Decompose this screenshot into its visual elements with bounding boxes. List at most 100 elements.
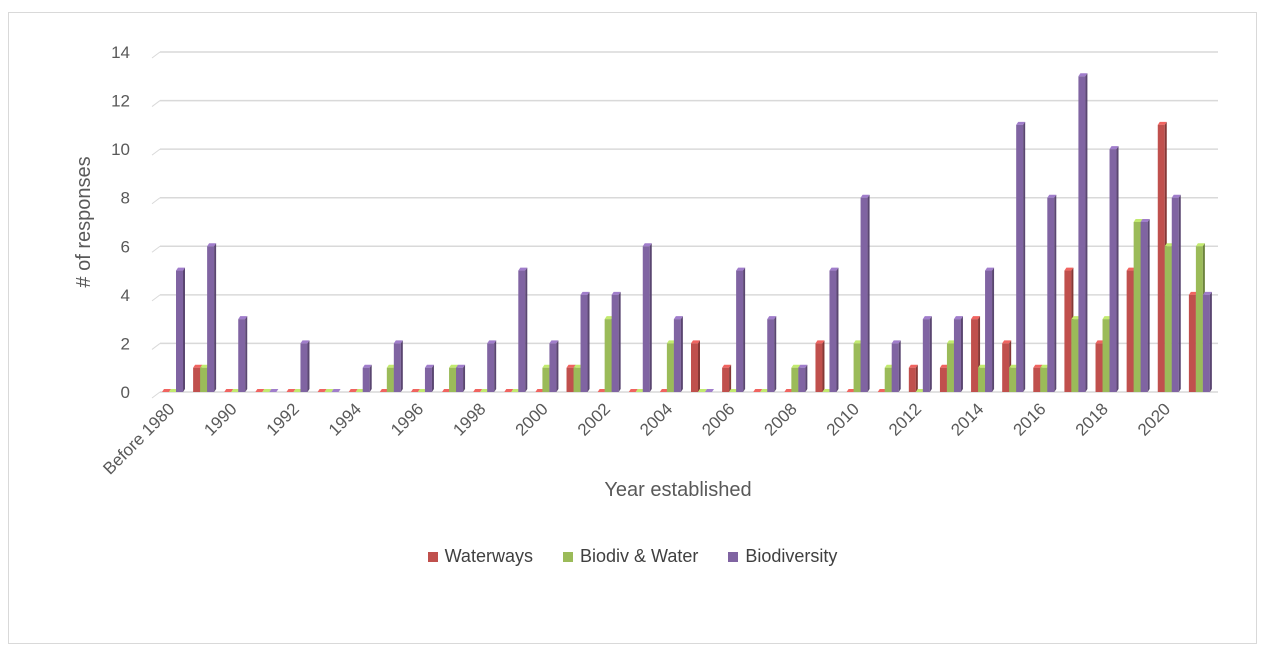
bar-front: [1195, 246, 1203, 392]
bar-front: [1047, 197, 1055, 392]
bar-side: [898, 340, 901, 392]
bar-top: [324, 389, 334, 392]
bar-top: [169, 389, 178, 392]
bar-top: [860, 194, 870, 198]
bar-front: [691, 343, 698, 392]
bar-top: [473, 389, 483, 392]
bar: [549, 340, 559, 392]
x-tick-label: 2014: [947, 399, 987, 439]
bar: [1171, 194, 1181, 392]
x-tick-label: 2004: [636, 399, 676, 439]
bar: [611, 291, 621, 392]
bar-front: [767, 319, 775, 392]
bar-front: [193, 367, 201, 392]
bar-front: [386, 367, 394, 392]
bar-top: [628, 389, 638, 392]
bar-front: [1140, 222, 1148, 392]
bar-front: [1157, 124, 1165, 392]
gridline-depth: [151, 148, 161, 156]
bar-front: [566, 367, 574, 392]
bar: [628, 389, 638, 392]
bar-top: [162, 389, 171, 392]
bar: [238, 316, 248, 392]
bar-top: [666, 340, 676, 344]
bar: [231, 389, 241, 392]
bar: [673, 316, 683, 392]
bar-side: [183, 267, 185, 392]
bar-top: [417, 389, 427, 392]
bar-top: [511, 389, 521, 392]
bar: [255, 389, 265, 392]
bar-front: [1040, 367, 1048, 392]
bar-top: [1202, 291, 1212, 295]
y-tick-label: 0: [121, 383, 130, 402]
bar-top: [549, 340, 559, 344]
bar-top: [424, 364, 434, 368]
bar-top: [1009, 364, 1019, 368]
bar: [922, 316, 932, 392]
y-tick-label: 6: [121, 237, 130, 256]
legend-label: Biodiversity: [745, 546, 838, 566]
bar-top: [1164, 243, 1174, 247]
bar-top: [922, 316, 932, 320]
y-tick-label: 10: [111, 140, 130, 159]
bar-top: [1047, 194, 1057, 198]
gridline-depth: [151, 343, 161, 350]
bar-top: [231, 389, 241, 392]
bar-side: [1147, 219, 1150, 392]
bar-front: [791, 367, 799, 392]
bar-front: [1164, 246, 1172, 392]
bar-front: [611, 294, 619, 392]
bar: [324, 389, 334, 392]
bar-top: [535, 389, 545, 392]
bar-front: [1202, 294, 1210, 392]
bar: [822, 389, 832, 392]
bar-front: [393, 343, 401, 392]
bar-top: [853, 340, 863, 344]
bar-front: [300, 343, 308, 392]
bar: [207, 243, 217, 392]
bar-front: [642, 246, 650, 392]
bar-top: [200, 364, 210, 368]
x-tick-label: 1994: [325, 399, 365, 439]
y-tick-label: 2: [121, 334, 130, 353]
bar-top: [487, 340, 497, 344]
bar-front: [1016, 124, 1024, 392]
bar-side: [587, 291, 590, 392]
legend-label: Waterways: [444, 546, 533, 566]
y-tick-labels: 0 2 4 6 8 10 12 14: [111, 43, 130, 402]
bar-side: [836, 267, 839, 392]
x-tick-label: 2010: [823, 399, 863, 439]
bar-top: [915, 389, 925, 392]
bar: [659, 389, 669, 392]
bar-front: [1102, 319, 1110, 392]
bar-front: [908, 367, 916, 392]
bar: [815, 340, 825, 392]
bar-side: [680, 316, 683, 392]
bar-side: [649, 243, 652, 392]
bar-top: [767, 316, 777, 320]
bar-front: [829, 270, 837, 392]
legend-item: Waterways: [427, 546, 533, 567]
bar: [597, 389, 607, 392]
bar-top: [379, 389, 389, 392]
bar: [504, 389, 514, 392]
bar-front: [1126, 270, 1134, 392]
bar-side: [1054, 194, 1057, 392]
bar-side: [525, 267, 528, 392]
gridline-depth: [151, 51, 161, 59]
bar-top: [262, 389, 272, 392]
bar: [262, 389, 272, 392]
bar-top: [518, 267, 528, 271]
bar: [1078, 73, 1088, 393]
bar-top: [891, 340, 901, 344]
bar-top: [798, 364, 808, 368]
bar-top: [1188, 291, 1198, 295]
bar-top: [331, 389, 341, 392]
bar-front: [200, 367, 208, 392]
bar-front: [736, 270, 744, 392]
gridline-depth: [151, 197, 161, 205]
bar-front: [666, 343, 674, 392]
bar-top: [456, 364, 466, 368]
bar-side: [992, 267, 995, 392]
